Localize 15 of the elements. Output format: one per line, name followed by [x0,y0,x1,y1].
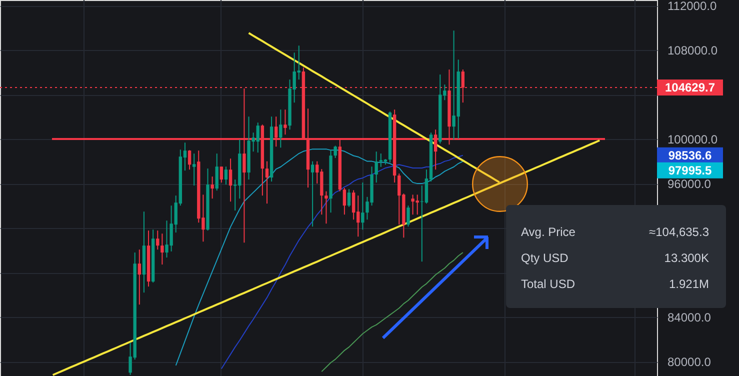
annotation: ≈104,635.3 [649,225,710,239]
annotation: Total USD [521,277,576,291]
y-tick-label: 96000.0 [668,177,712,192]
annotation: Qty USD [521,251,569,265]
text: 98536.6 [668,148,712,162]
text: 97995.5 [668,163,712,178]
ref-line-label: 104629.7 [664,80,716,95]
y-tick-label: 112000.0 [668,0,717,14]
text: 13.300K [664,251,709,265]
y-tick-label: 84000.0 [668,310,712,325]
y-tick-label: 108000.0 [668,44,718,58]
y-tick-label: 80000.0 [668,355,712,370]
annotation: Avg. Price [521,225,576,239]
text: 1.921M [668,277,709,291]
y-tick-label: 100000.0 [668,132,718,147]
